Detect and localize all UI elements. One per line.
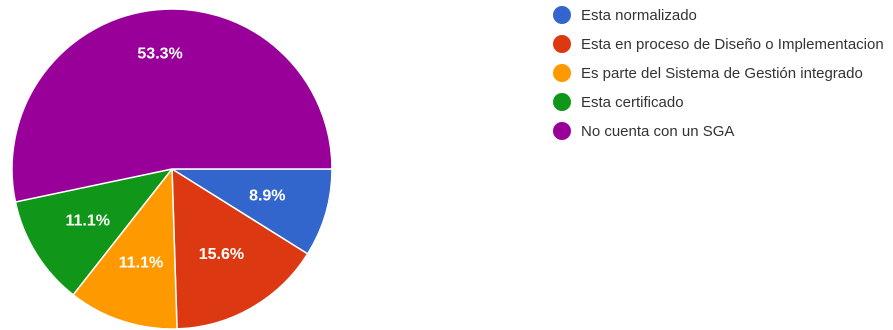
slice-label-3: 11.1% — [119, 254, 163, 271]
pie-slice-5 — [11, 8, 333, 203]
pie-slice-1 — [169, 168, 333, 255]
legend-item-4[interactable]: Esta certificado — [553, 92, 888, 113]
slice-label-2: 15.6% — [199, 246, 244, 263]
pie-slice-2 — [171, 167, 309, 330]
legend-swatch-icon — [553, 6, 571, 24]
legend-item-1[interactable]: Esta normalizado — [553, 5, 888, 26]
legend-swatch-icon — [553, 93, 571, 111]
slice-label-5: 53.3% — [137, 46, 182, 63]
legend-swatch-icon — [553, 35, 571, 53]
legend-item-3[interactable]: Es parte del Sistema de Gestión integrad… — [553, 63, 888, 84]
legend-item-2[interactable]: Esta en proceso de Diseño o Implementaci… — [553, 34, 888, 55]
pie-chart: 8.9% 15.6% 11.1% 11.1% 53.3% — [11, 8, 333, 330]
legend-item-5[interactable]: No cuenta con un SGA — [553, 121, 888, 142]
legend-swatch-icon — [553, 122, 571, 140]
legend-label: Esta normalizado — [581, 7, 697, 24]
legend-swatch-icon — [553, 64, 571, 82]
slice-label-1: 8.9% — [249, 188, 285, 205]
slice-label-4: 11.1% — [65, 213, 109, 230]
legend-label: Es parte del Sistema de Gestión integrad… — [581, 65, 863, 82]
legend: Esta normalizado Esta en proceso de Diseñ… — [553, 5, 888, 150]
pie-slice-4 — [14, 167, 174, 296]
pie-slices — [11, 8, 333, 330]
legend-label: No cuenta con un SGA — [581, 123, 735, 140]
pie-slice-labels: 8.9% 15.6% 11.1% 11.1% 53.3% — [65, 46, 285, 272]
legend-label: Esta en proceso de Diseño o Implementaci… — [581, 36, 884, 53]
legend-label: Esta certificado — [581, 94, 684, 111]
pie-slice-3 — [72, 166, 178, 330]
